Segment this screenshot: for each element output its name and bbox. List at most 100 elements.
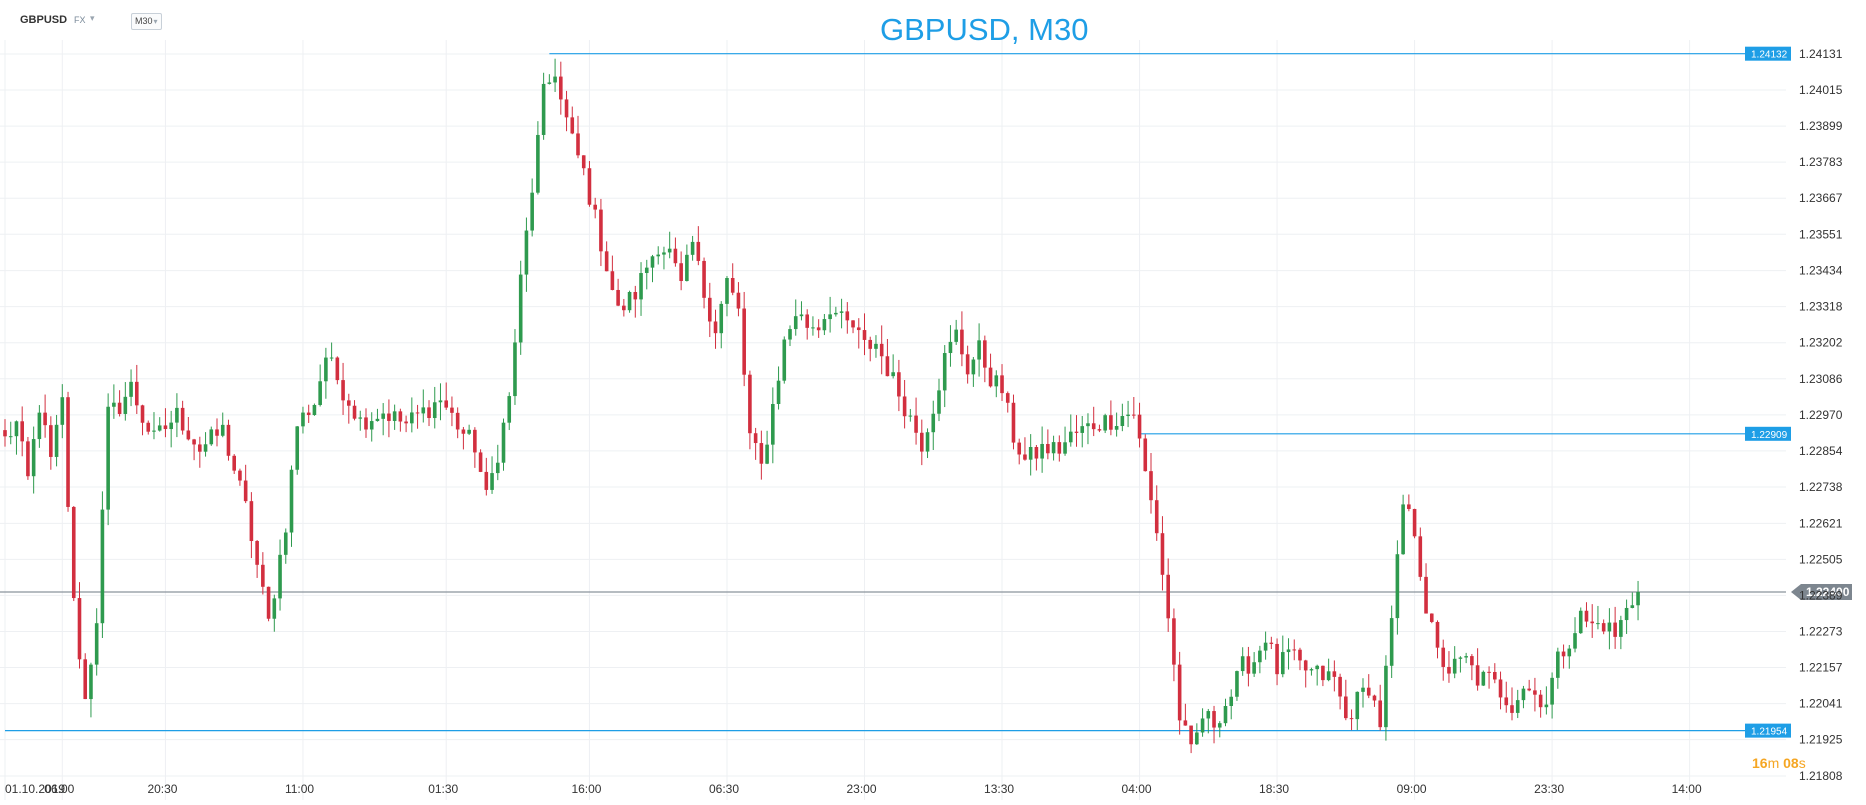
candle-bull xyxy=(112,402,116,407)
candle-bear xyxy=(902,396,907,417)
candle-bear xyxy=(805,314,809,328)
candle-bull xyxy=(1309,669,1314,671)
candle-bear xyxy=(261,564,265,587)
symbol-name[interactable]: GBPUSD xyxy=(20,14,68,26)
candle-bull xyxy=(152,430,156,432)
current-price-tag xyxy=(1791,584,1852,601)
timeframe-select[interactable]: M30▾ xyxy=(131,13,162,30)
candle-bull xyxy=(318,381,322,405)
candle-bear xyxy=(679,263,683,282)
candle-bull xyxy=(1235,671,1239,697)
candle-bull xyxy=(1544,704,1549,708)
candle-bear xyxy=(1498,679,1503,698)
candle-bull xyxy=(1051,442,1056,454)
candle-bear xyxy=(988,367,993,387)
candle-bull xyxy=(209,429,214,445)
candle-bear xyxy=(77,598,82,660)
candle-bear xyxy=(816,327,821,331)
candle-bull xyxy=(834,312,838,315)
candle-bear xyxy=(134,381,139,406)
candle-countdown: 16m 08s xyxy=(1752,755,1806,771)
candle-bull xyxy=(828,314,832,320)
candle-bull xyxy=(1114,426,1119,430)
price-tick-label: 1.22738 xyxy=(1799,480,1843,494)
candle-bear xyxy=(593,204,597,210)
candle-bull xyxy=(1263,642,1268,651)
price-tick-label: 1.22273 xyxy=(1799,624,1843,638)
candle-bear xyxy=(1601,623,1606,632)
candle-bear xyxy=(398,411,403,422)
candle-bear xyxy=(186,430,191,440)
candle-bull xyxy=(971,359,976,375)
price-tick-label: 1.23202 xyxy=(1799,336,1843,350)
candle-bull xyxy=(931,413,936,433)
time-tick-label: 09:00 xyxy=(1397,782,1427,796)
candle-bull xyxy=(1120,416,1125,427)
candle-bull xyxy=(662,252,666,255)
candle-bear xyxy=(965,354,970,375)
candle-bear xyxy=(352,405,357,419)
candle-bear xyxy=(1074,431,1079,433)
candle-bear xyxy=(1584,610,1589,622)
chevron-down-icon[interactable]: ▾ xyxy=(90,13,95,23)
candle-bull xyxy=(1636,592,1640,606)
candle-bear xyxy=(1298,649,1302,661)
market-badge[interactable]: FX xyxy=(74,15,86,25)
candle-bull xyxy=(220,424,225,436)
candle-bull xyxy=(438,400,443,403)
candle-bull xyxy=(1086,423,1090,427)
candle-bull xyxy=(1401,504,1405,555)
candle-bear xyxy=(1429,613,1434,622)
candle-bull xyxy=(1080,426,1085,433)
symbol-toolbar: GBPUSD FX ▾ M30▾ xyxy=(0,0,600,36)
candle-bear xyxy=(140,405,145,423)
time-tick-label: 04:00 xyxy=(1122,782,1152,796)
candle-bull xyxy=(358,417,363,419)
candle-bear xyxy=(753,433,758,444)
candle-bull xyxy=(725,278,729,304)
candle-bear xyxy=(478,452,483,472)
candle-bull xyxy=(421,407,426,414)
candle-bear xyxy=(587,168,592,205)
candle-bull xyxy=(60,397,65,425)
candle-bear xyxy=(1000,375,1004,394)
candle-bull xyxy=(1200,718,1205,733)
candle-bull xyxy=(490,473,494,490)
candle-bear xyxy=(3,430,7,437)
candle-bear xyxy=(879,343,884,357)
candle-bear xyxy=(1538,694,1543,708)
time-tick-label: 23:00 xyxy=(847,782,877,796)
price-tick-label: 1.22157 xyxy=(1799,661,1843,675)
candle-bear xyxy=(742,308,746,375)
candle-bull xyxy=(1521,688,1526,701)
candle-bull xyxy=(89,664,93,700)
candle-bull xyxy=(891,372,895,377)
price-tick-label: 1.22854 xyxy=(1799,444,1843,458)
candle-bear xyxy=(1023,454,1027,460)
candle-bull xyxy=(129,381,133,397)
level-tag-bg xyxy=(1745,723,1791,738)
candle-bear xyxy=(404,421,408,424)
candle-bull xyxy=(513,342,517,397)
candle-bear xyxy=(1172,618,1176,665)
candle-bull xyxy=(719,303,724,334)
candle-bull xyxy=(1389,618,1394,666)
candle-bull xyxy=(1578,610,1583,634)
candle-bull xyxy=(37,412,42,440)
candle-bull xyxy=(530,192,534,231)
candle-bull xyxy=(765,444,769,464)
candle-bear xyxy=(20,421,24,442)
candle-bear xyxy=(1097,429,1102,431)
level-tag-label: 1.21954 xyxy=(1751,727,1788,738)
candle-bear xyxy=(1332,671,1337,677)
candle-bear xyxy=(1533,690,1537,695)
candle-bear xyxy=(1246,656,1251,674)
candle-bear xyxy=(730,278,735,293)
candle-bear xyxy=(163,425,168,430)
candle-bear xyxy=(862,330,867,340)
candle-bear xyxy=(1011,402,1016,443)
candle-bear xyxy=(1470,656,1474,666)
candle-bull xyxy=(1206,711,1211,719)
candle-bull xyxy=(994,375,999,387)
